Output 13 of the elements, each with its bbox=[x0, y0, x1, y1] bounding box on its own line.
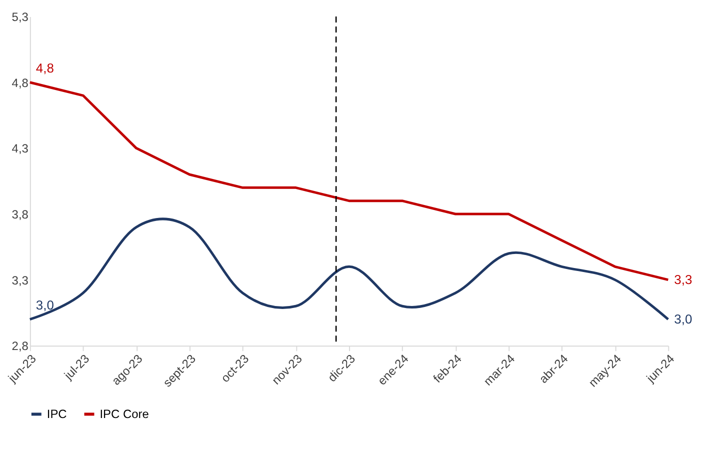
legend-label: IPC Core bbox=[100, 407, 150, 422]
data-label: 3,0 bbox=[36, 297, 54, 312]
data-label: 3,3 bbox=[674, 272, 692, 287]
data-label: 3,0 bbox=[674, 311, 692, 326]
y-tick-label: 2,8 bbox=[12, 339, 29, 354]
y-tick-label: 3,8 bbox=[12, 207, 29, 222]
legend-label: IPC bbox=[46, 407, 68, 422]
data-label: 4,8 bbox=[36, 60, 54, 76]
line-series bbox=[28, 81, 670, 282]
y-tick-label: 5,3 bbox=[12, 10, 29, 24]
y-tick-label: 3,3 bbox=[12, 273, 29, 288]
y-tick-label: 4,8 bbox=[12, 76, 29, 90]
y-tick-label: 4,3 bbox=[12, 142, 29, 156]
